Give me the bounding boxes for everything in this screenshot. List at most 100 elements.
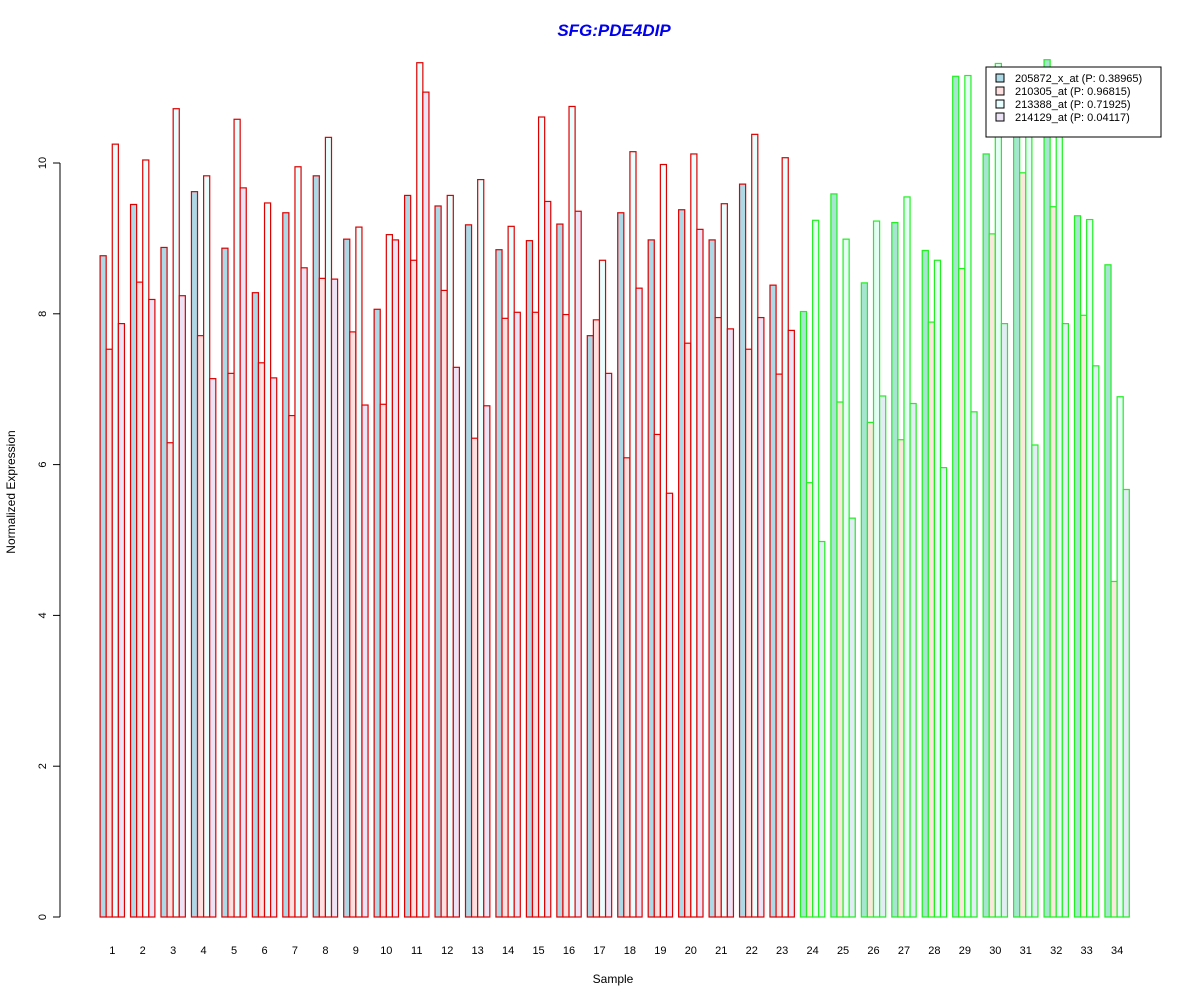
bar-sample-18-series-1 [617,212,625,918]
bar-sample-3-series-2 [166,442,174,918]
bar-sample-7-series-1 [282,212,290,918]
bar-sample-24-series-4 [818,540,826,918]
bar-sample-16-series-4 [574,210,582,918]
bar-sample-27-series-4 [909,402,917,918]
bar-sample-21-series-2 [714,316,722,918]
bar-sample-30-series-4 [1000,323,1009,918]
bar-sample-25-series-4 [848,517,856,918]
bar-sample-8-series-3 [324,136,333,918]
bar-sample-5-series-2 [227,372,235,918]
x-tick-label: 15 [532,945,544,957]
bar-sample-14-series-1 [495,249,503,918]
bar-sample-4-series-1 [190,191,199,918]
bar-sample-11-series-4 [422,91,430,918]
x-tick-label: 18 [624,945,636,957]
bar-sample-6-series-2 [257,362,266,918]
y-tick-label: 0 [37,914,49,920]
y-axis-label: Normalized Expression [4,430,18,553]
legend-swatch [995,112,1005,122]
bar-sample-17-series-1 [586,335,594,918]
bar-sample-21-series-4 [726,328,735,918]
x-tick-label: 34 [1111,945,1123,957]
bar-sample-13-series-2 [470,437,479,918]
x-tick-label: 6 [261,945,267,957]
bar-sample-34-series-4 [1122,488,1130,918]
bar-sample-29-series-2 [958,267,966,918]
x-tick-label: 9 [353,945,359,957]
bar-sample-6-series-4 [270,377,278,918]
bar-sample-13-series-3 [477,178,485,918]
bar-sample-5-series-1 [221,247,229,918]
bar-sample-17-series-3 [598,259,607,918]
bar-sample-26-series-2 [866,421,875,918]
legend-label: 210305_at (P: 0.96815) [1015,86,1131,98]
chart-title: SFG:PDE4DIP [557,21,671,40]
bar-sample-17-series-2 [592,319,601,918]
x-tick-label: 26 [867,945,879,957]
bar-sample-10-series-1 [373,308,381,918]
bar-sample-2-series-2 [136,281,144,918]
bar-sample-14-series-3 [507,225,515,918]
bar-sample-22-series-2 [745,348,753,918]
bar-sample-31-series-1 [1012,71,1021,918]
bar-sample-23-series-4 [787,329,795,918]
x-tick-label: 28 [928,945,940,957]
bar-sample-11-series-3 [416,62,424,918]
bar-sample-14-series-2 [501,317,509,918]
bar-sample-8-series-1 [312,175,320,918]
bar-sample-9-series-2 [349,331,357,918]
bar-sample-2-series-4 [148,298,156,918]
x-tick-label: 29 [959,945,971,957]
bar-sample-7-series-2 [288,414,296,918]
bar-sample-33-series-4 [1092,365,1100,918]
bar-sample-20-series-2 [684,342,692,918]
bar-sample-30-series-2 [988,233,996,918]
x-tick-label: 33 [1081,945,1093,957]
bar-sample-8-series-2 [318,277,327,918]
bar-sample-13-series-4 [483,405,491,918]
legend-swatch [995,99,1005,109]
x-tick-label: 16 [563,945,575,957]
bar-sample-14-series-4 [513,311,521,918]
x-tick-label: 19 [654,945,666,957]
bar-sample-32-series-2 [1049,206,1057,918]
bar-sample-13-series-1 [464,224,473,918]
legend-label: 205872_x_at (P: 0.38965) [1015,73,1142,85]
x-tick-label: 13 [472,945,484,957]
bar-sample-2-series-1 [129,203,138,918]
bar-sample-16-series-1 [556,223,564,918]
bar-sample-3-series-1 [160,246,168,918]
bar-sample-12-series-1 [434,205,442,918]
y-tick-label: 2 [37,763,49,769]
bar-sample-30-series-1 [982,153,990,918]
x-tick-label: 32 [1050,945,1062,957]
x-tick-label: 30 [989,945,1001,957]
y-tick-label: 4 [37,612,49,618]
legend-label: 214129_at (P: 0.04117) [1015,112,1130,124]
bar-sample-9-series-1 [343,238,351,918]
bar-sample-19-series-3 [659,163,668,918]
bar-sample-31-series-2 [1019,172,1027,918]
bar-sample-12-series-3 [446,194,454,918]
bar-sample-10-series-2 [379,403,387,918]
bar-sample-9-series-4 [361,404,369,918]
bar-sample-4-series-4 [209,378,217,918]
bar-sample-26-series-1 [860,282,869,918]
bar-sample-15-series-3 [537,116,546,918]
bar-sample-15-series-1 [525,240,534,918]
bar-sample-15-series-2 [531,311,540,918]
bar-sample-8-series-4 [330,278,339,918]
x-tick-label: 2 [140,945,146,957]
bar-sample-21-series-1 [708,239,716,918]
bar-sample-4-series-3 [203,175,211,918]
bar-sample-17-series-4 [604,372,613,918]
bar-sample-4-series-2 [196,335,205,918]
bar-sample-22-series-3 [751,133,759,918]
bar-sample-16-series-3 [568,105,576,918]
bar-sample-15-series-4 [544,200,552,918]
bar-sample-31-series-4 [1031,444,1039,918]
bar-sample-11-series-2 [410,259,418,918]
x-tick-label: 3 [170,945,176,957]
x-tick-label: 20 [685,945,697,957]
